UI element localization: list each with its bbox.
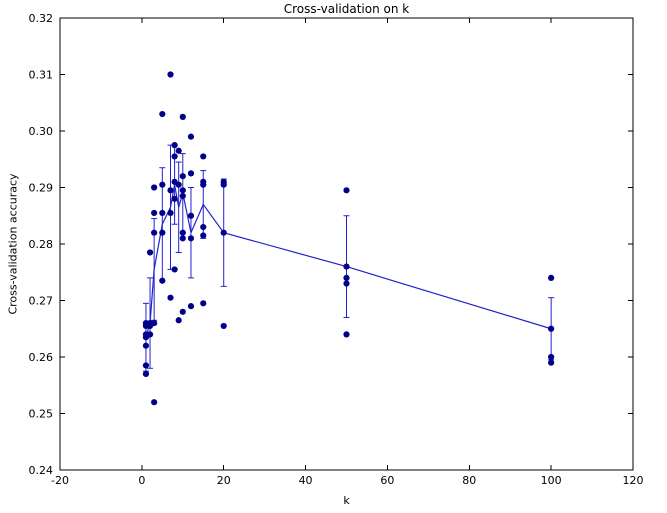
scatter-point xyxy=(159,181,166,188)
scatter-point xyxy=(142,370,150,378)
scatter-point xyxy=(343,263,350,270)
scatter-point xyxy=(175,181,182,188)
y-tick-label: 0.25 xyxy=(29,408,54,421)
scatter-point xyxy=(146,331,154,338)
x-tick-label: 80 xyxy=(462,474,476,487)
scatter-point xyxy=(200,232,207,239)
scatter-point xyxy=(146,249,154,256)
scatter-point xyxy=(179,229,186,236)
scatter-point xyxy=(167,209,174,217)
scatter-point xyxy=(179,113,186,120)
scatter-point xyxy=(142,362,150,369)
scatter-point xyxy=(220,229,227,236)
scatter-point xyxy=(343,187,350,194)
scatter-point xyxy=(187,170,195,177)
scatter-point xyxy=(159,209,166,217)
scatter-point xyxy=(179,308,186,315)
y-tick-label: 0.32 xyxy=(29,12,54,25)
x-axis-label: k xyxy=(343,494,350,507)
scatter-point xyxy=(179,187,186,194)
y-tick-label: 0.27 xyxy=(29,295,54,308)
scatter-point xyxy=(151,320,158,327)
x-tick-label: -20 xyxy=(51,474,69,487)
x-tick-label: 60 xyxy=(380,474,394,487)
x-tick-label: 100 xyxy=(541,474,562,487)
scatter-point xyxy=(175,147,182,154)
scatter-point xyxy=(548,353,555,361)
scatter-point xyxy=(187,133,195,140)
y-tick-label: 0.31 xyxy=(29,69,54,82)
scatter-point xyxy=(200,153,207,160)
scatter-point xyxy=(343,280,350,287)
y-tick-label: 0.29 xyxy=(29,182,54,195)
scatter-point xyxy=(187,212,195,219)
scatter-point xyxy=(343,274,350,281)
scatter-point xyxy=(179,173,186,180)
scatter-point xyxy=(179,192,186,200)
scatter-point xyxy=(200,181,207,188)
scatter-point xyxy=(167,71,174,78)
chart-title: Cross-validation on k xyxy=(283,2,410,16)
scatter-point xyxy=(548,325,555,332)
x-tick-label: 40 xyxy=(299,474,313,487)
mean-accuracy-line xyxy=(145,184,552,338)
scatter-point xyxy=(179,235,186,242)
y-axis-label: Cross-validation accuracy xyxy=(6,173,20,315)
y-tick-label: 0.26 xyxy=(29,351,54,364)
scatter-point xyxy=(187,303,195,310)
scatter-point xyxy=(159,229,166,236)
scatter-point xyxy=(171,195,178,202)
x-tick-label: 0 xyxy=(138,474,145,487)
scatter-point xyxy=(151,229,158,236)
scatter-point xyxy=(151,399,158,406)
scatter-point xyxy=(343,331,350,338)
scatter-point xyxy=(220,322,227,330)
scatter-point xyxy=(167,294,174,301)
scatter-point xyxy=(151,209,158,217)
x-tick-label: 20 xyxy=(217,474,231,487)
scatter-point xyxy=(200,223,207,231)
scatter-point xyxy=(220,181,227,188)
scatter-point xyxy=(142,342,150,349)
scatter-point xyxy=(548,274,555,281)
scatter-point xyxy=(171,266,178,273)
scatter-point xyxy=(159,110,166,118)
x-tick-label: 120 xyxy=(623,474,644,487)
scatter-point xyxy=(171,153,178,160)
scatter-point xyxy=(175,317,182,324)
scatter-point xyxy=(167,187,174,194)
scatter-point xyxy=(151,184,158,191)
scatter-point xyxy=(548,359,555,366)
y-tick-label: 0.28 xyxy=(29,238,54,251)
y-tick-label: 0.30 xyxy=(29,125,54,138)
scatter-point xyxy=(187,235,195,242)
y-tick-label: 0.24 xyxy=(29,464,54,477)
scatter-point xyxy=(159,277,166,284)
scatter-point xyxy=(200,300,207,307)
scatter-point xyxy=(171,142,178,149)
